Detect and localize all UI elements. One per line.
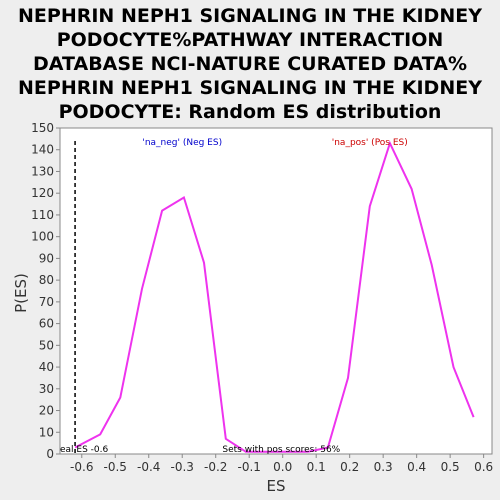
y-axis-label: P(ES) [12, 273, 30, 313]
y-tick-label: 60 [39, 317, 54, 331]
y-tick-label: 80 [39, 273, 54, 287]
x-tick-label: -0.6 [70, 460, 93, 474]
x-tick-label: 0.5 [441, 460, 460, 474]
y-tick-label: 110 [31, 208, 54, 222]
chart-title-line-4: NEPHRIN NEPH1 SIGNALING IN THE KIDNEY [18, 77, 482, 99]
y-tick-label: 120 [31, 186, 54, 200]
plot-annotation: Sets with pos scores: 56% [222, 445, 340, 455]
chart-title-line-5: PODOCYTE: Random ES distribution [58, 101, 442, 123]
y-tick-label: 140 [31, 143, 54, 157]
x-axis-ticks: -0.6 -0.5 -0.4 -0.3 -0.2 -0.1 0.0 0.1 0.2 0.3 0.4 0… [70, 454, 493, 474]
x-tick-label: 0.6 [474, 460, 493, 474]
legend-entry: 'na_neg' (Neg ES) [142, 138, 222, 148]
chart-title-line-1: NEPHRIN NEPH1 SIGNALING IN THE KIDNEY [18, 5, 482, 27]
x-tick-label: 0.2 [340, 460, 359, 474]
x-tick-label: 0.1 [307, 460, 326, 474]
legend-entry: 'na_pos' (Pos ES) [332, 138, 408, 148]
x-tick-label: 0.4 [407, 460, 426, 474]
series-line [74, 140, 475, 453]
x-tick-label: -0.2 [204, 460, 227, 474]
annotations: eal ES -0.6 Sets with pos scores: 56% [60, 445, 341, 455]
plot-annotation: eal ES -0.6 [60, 445, 109, 455]
x-tick-label: 0.0 [273, 460, 292, 474]
y-tick-label: 150 [31, 121, 54, 135]
y-tick-label: 0 [46, 447, 54, 461]
y-tick-label: 130 [31, 164, 54, 178]
chart-title-line-2: PODOCYTE%PATHWAY INTERACTION [56, 29, 444, 51]
y-tick-label: 30 [39, 382, 54, 396]
chart-title: NEPHRIN NEPH1 SIGNALING IN THE KIDNEY PO… [0, 4, 500, 124]
y-tick-label: 40 [39, 360, 54, 374]
x-axis-label: ES [267, 477, 286, 495]
y-tick-label: 90 [39, 251, 54, 265]
y-tick-label: 10 [39, 425, 54, 439]
y-axis-ticks: 0 10 20 30 40 50 60 70 80 90 100 110 120 130 140 150 [31, 121, 60, 461]
y-tick-label: 50 [39, 338, 54, 352]
chart-title-line-3: DATABASE NCI-NATURE CURATED DATA% [33, 53, 467, 75]
y-tick-label: 70 [39, 295, 54, 309]
x-tick-label: -0.4 [137, 460, 160, 474]
x-tick-label: 0.3 [374, 460, 393, 474]
plot-area [59, 127, 493, 455]
x-tick-label: -0.1 [237, 460, 260, 474]
legend: 'na_neg' (Neg ES) 'na_pos' (Pos ES) [142, 138, 407, 148]
x-tick-label: -0.5 [104, 460, 127, 474]
x-tick-label: -0.3 [171, 460, 194, 474]
y-tick-label: 100 [31, 230, 54, 244]
y-tick-label: 20 [39, 404, 54, 418]
